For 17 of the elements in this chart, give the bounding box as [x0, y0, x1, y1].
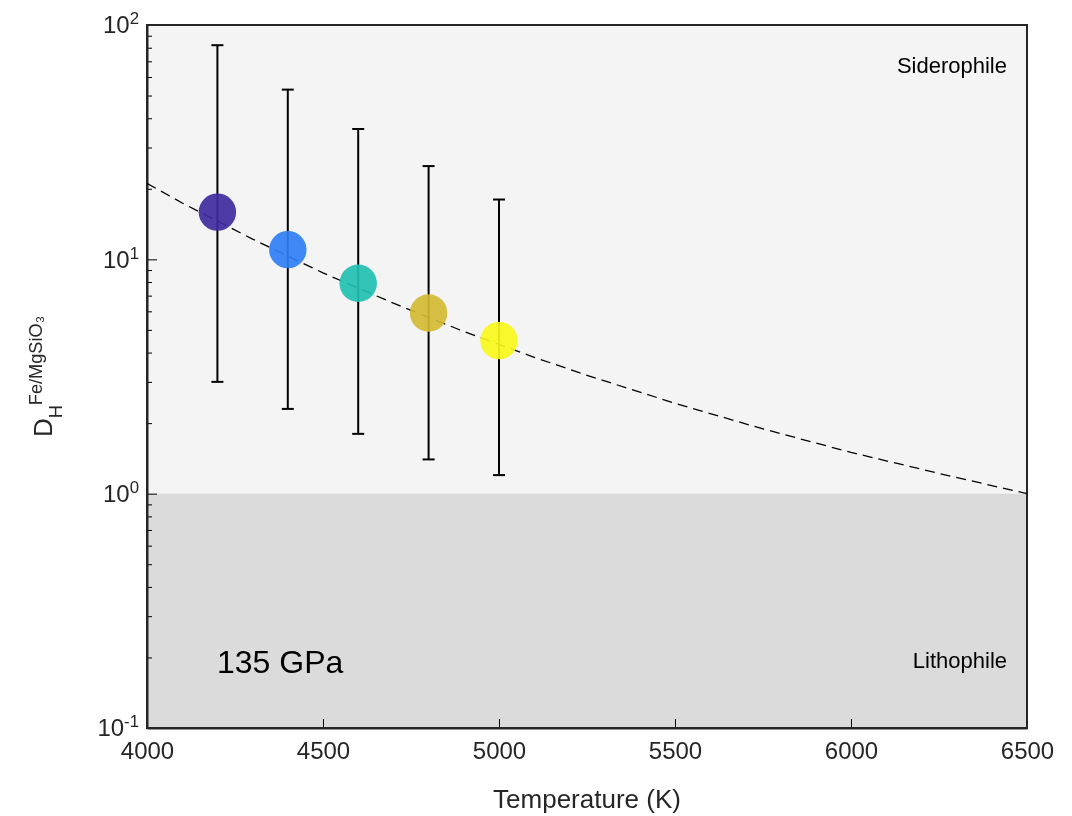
- annotation: 135 GPa: [217, 644, 344, 680]
- point: [339, 264, 377, 302]
- point: [269, 230, 307, 269]
- point: [409, 294, 448, 332]
- x-tick-label: 6500: [1000, 737, 1055, 765]
- y-tick-label: 10$^{0}$: [102, 477, 139, 507]
- point: [480, 321, 518, 360]
- y-tick-label: 10$^{2}$: [102, 8, 139, 39]
- band-label: Siderophile: [896, 53, 1007, 78]
- x-tick-label: 5500: [648, 737, 703, 765]
- x-tick-label: 6000: [824, 737, 879, 765]
- y-tick-label: 10$^{1}$: [102, 243, 139, 273]
- band-label: Lithophile: [912, 648, 1007, 673]
- x-tick-label: 5000: [472, 737, 527, 765]
- point: [198, 193, 237, 231]
- x-axis-title: Temperature (K): [493, 784, 681, 814]
- x-tick-label: 4500: [296, 737, 351, 765]
